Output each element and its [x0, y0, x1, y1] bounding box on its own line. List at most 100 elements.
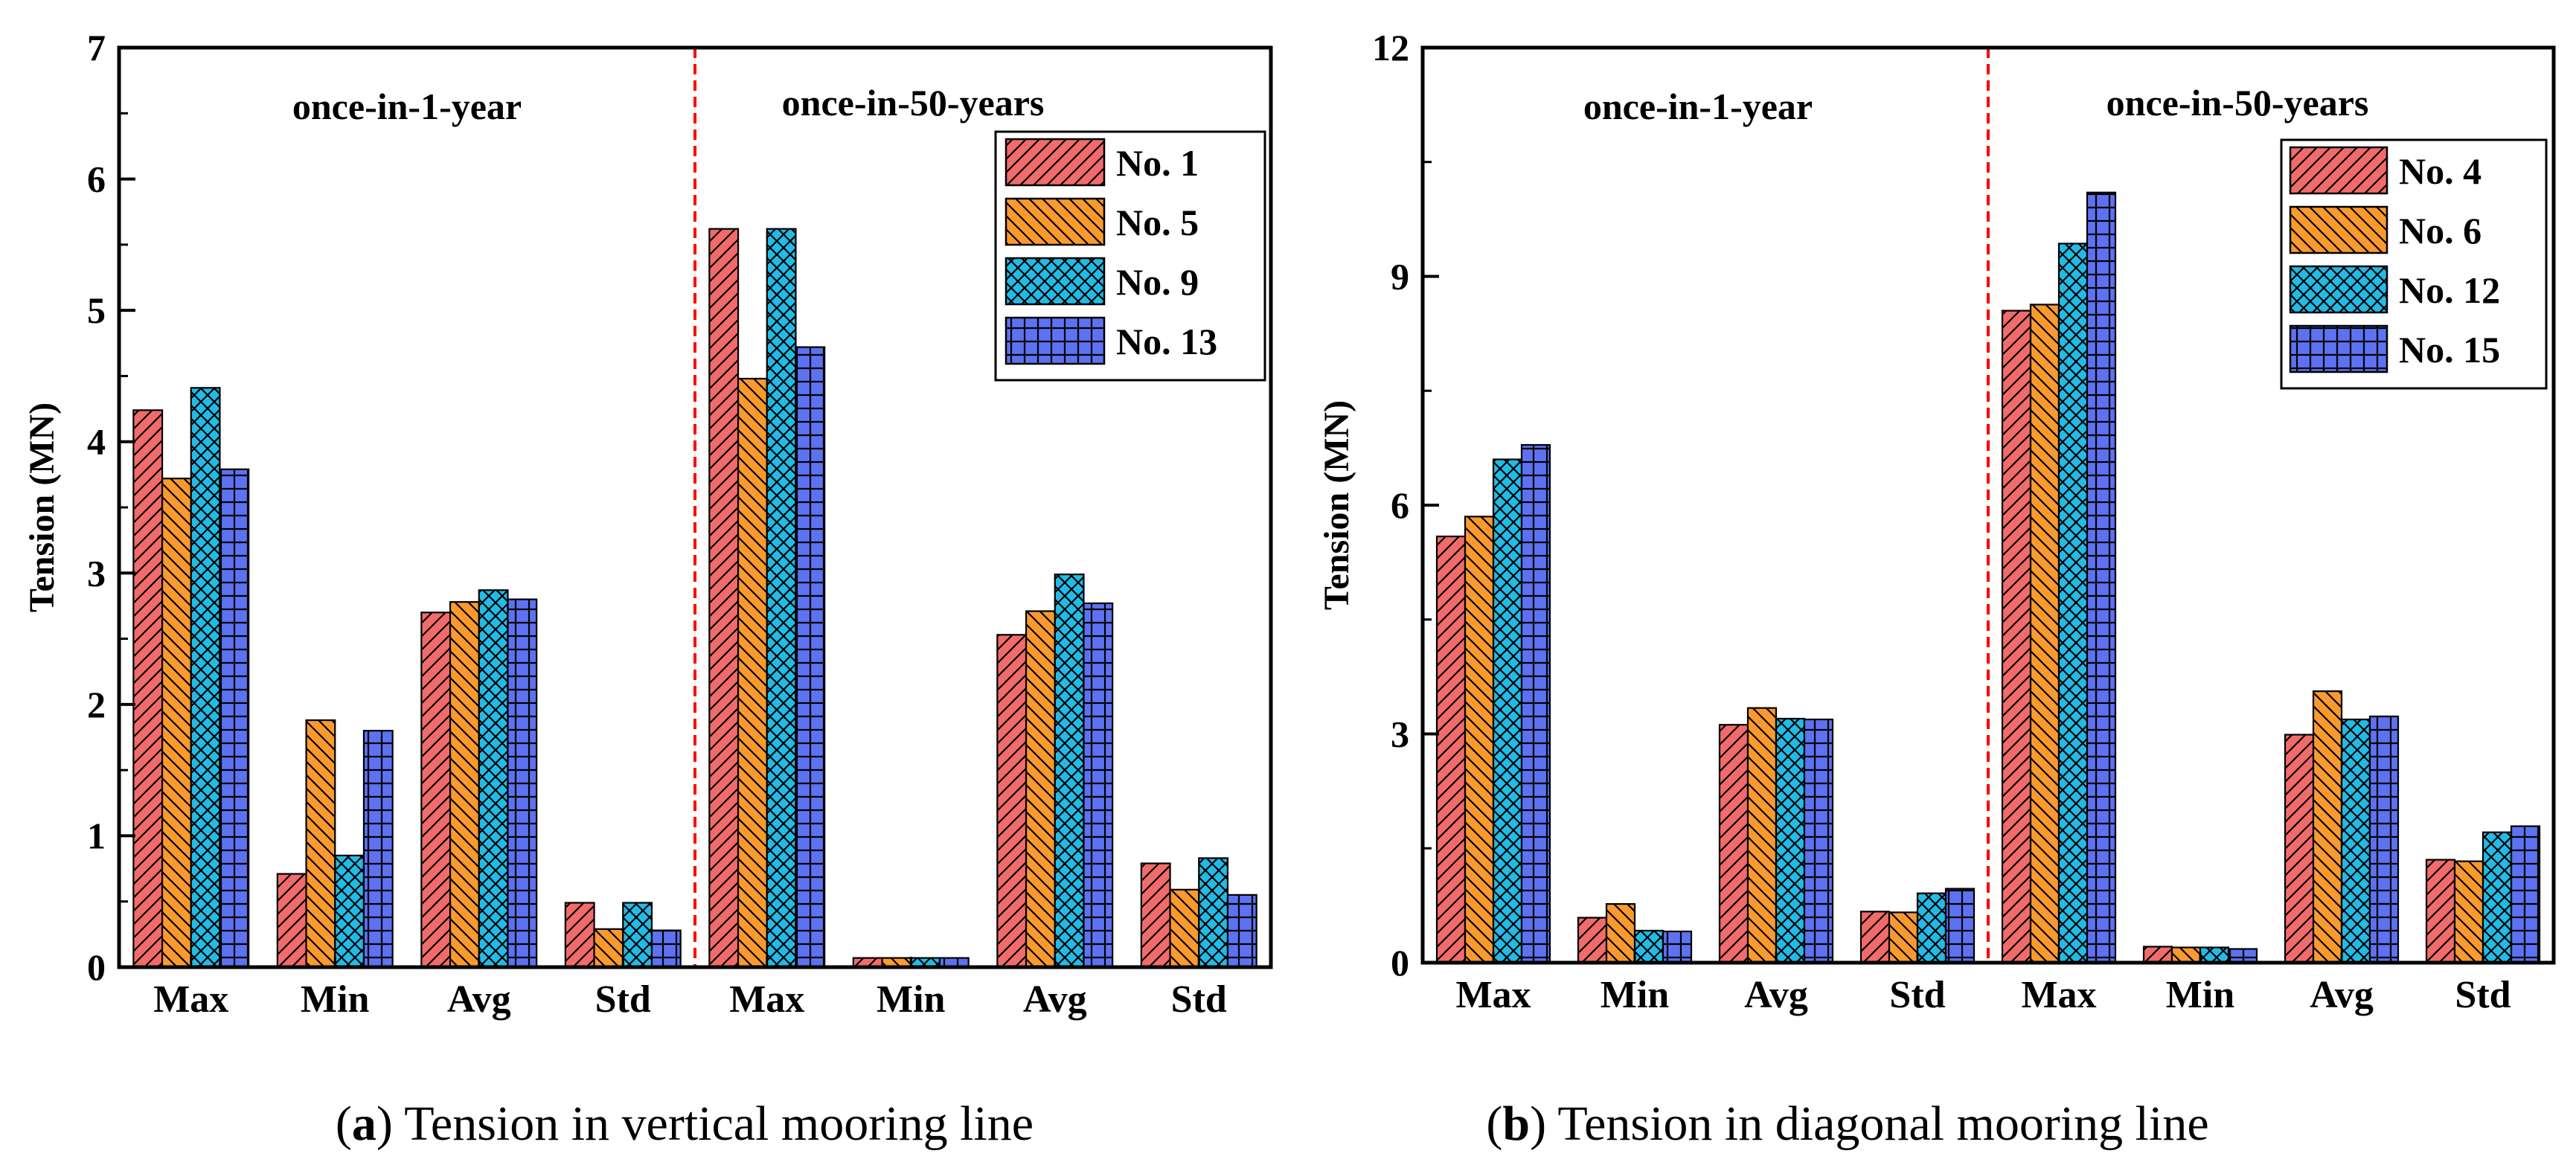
bar-no-13-min	[362, 730, 394, 969]
bar-no-15-avg	[2368, 715, 2400, 964]
category-label: Max	[1455, 974, 1531, 1016]
bar-no-13-std	[1226, 894, 1257, 969]
bar-no-9-max	[766, 228, 797, 969]
y-tick-label: 3	[1391, 713, 1409, 755]
y-tick-label: 6	[87, 158, 106, 200]
bar-no-9-min	[334, 854, 365, 969]
y-tick-label: 0	[1391, 942, 1409, 984]
bar-no-9-std	[1198, 857, 1229, 969]
chart-b-group-title-1: once-in-1-year	[1583, 86, 1813, 127]
y-tick-label: 6	[1391, 484, 1409, 526]
legend-swatch	[1005, 138, 1106, 187]
bar-no-1-avg	[420, 612, 452, 969]
legend-label: No. 13	[1116, 321, 1217, 362]
chart-a-plot-frame	[117, 45, 1273, 969]
bar-no-12-avg	[2340, 718, 2371, 964]
category-label: Avg	[447, 978, 511, 1021]
bar-no-13-std	[650, 929, 682, 969]
bar-no-13-max	[219, 468, 250, 969]
bar-no-13-avg	[507, 598, 538, 969]
y-tick-label: 7	[87, 27, 106, 68]
bar-no-4-max	[2001, 309, 2032, 964]
category-label: Avg	[1744, 974, 1808, 1016]
bar-no-6-max	[2029, 304, 2060, 964]
bar-no-6-min	[2170, 946, 2202, 964]
bar-no-12-max	[2057, 243, 2089, 964]
legend-label: No. 9	[1116, 261, 1199, 303]
bar-no-9-avg	[1054, 573, 1085, 969]
bar-no-9-avg	[478, 589, 509, 969]
bar-no-12-max	[1492, 458, 1523, 964]
category-label: Std	[2455, 974, 2511, 1016]
chart-b-bars	[1435, 191, 2541, 964]
caption-a-letter: a	[352, 1097, 377, 1151]
bar-no-5-min	[305, 719, 336, 969]
chart-b-plot-frame	[1420, 45, 2556, 965]
bar-no-6-avg	[1746, 707, 1778, 964]
legend-swatch	[1005, 197, 1106, 246]
chart-a-group-title-1: once-in-1-year	[292, 86, 522, 127]
legend-swatch	[1005, 257, 1106, 306]
chart-a-y-ticks: 0 1 2 3 4 5 6 7	[87, 27, 1200, 988]
category-label: Avg	[2310, 974, 2374, 1016]
y-tick-label: 5	[87, 289, 106, 331]
category-label: Min	[301, 978, 370, 1021]
bar-no-12-min	[2199, 946, 2230, 964]
caption-b-text: Tension in diagonal mooring line	[1546, 1097, 2209, 1151]
legend-label: No. 4	[2399, 150, 2482, 192]
bar-no-4-std	[1859, 911, 1891, 964]
bar-no-6-std	[2453, 860, 2484, 964]
bar-no-15-std	[1944, 888, 1976, 964]
legend-swatch	[1005, 316, 1106, 365]
bar-no-6-max	[1464, 516, 1495, 964]
bar-no-4-max	[1435, 535, 1467, 964]
chart-a-category-labels: Max Min Avg Std Max Min Avg Std	[153, 978, 1227, 1021]
bar-no-5-avg	[449, 601, 480, 969]
bar-no-4-min	[2142, 946, 2173, 964]
chart-b-legend: No. 4 No. 6 No. 12 No. 15	[2280, 138, 2548, 390]
category-label: Min	[2166, 974, 2235, 1016]
legend-label: No. 6	[2399, 210, 2482, 251]
caption-b: (b) Tension in diagonal mooring line	[1486, 1097, 2208, 1151]
chart-a-y-axis-title: Tension (MN)	[22, 402, 62, 612]
bar-no-1-avg	[996, 634, 1028, 969]
chart-b-category-labels: Max Min Avg Std Max Min Avg Std	[1455, 974, 2511, 1016]
bar-no-1-std	[564, 902, 595, 969]
bar-no-1-std	[1140, 862, 1171, 969]
category-label: Max	[729, 978, 804, 1021]
caption-b-letter: b	[1502, 1097, 1530, 1151]
chart-a-legend: No. 1 No. 5 No. 9 No. 13	[994, 130, 1266, 382]
category-label: Std	[1889, 974, 1945, 1016]
legend-label: No. 15	[2399, 329, 2500, 370]
y-tick-label: 1	[87, 815, 106, 856]
category-label: Min	[1601, 974, 1670, 1016]
bar-no-1-max	[132, 409, 164, 969]
bar-no-1-min	[276, 873, 307, 969]
category-label: Avg	[1023, 978, 1087, 1021]
caption-a-text: Tension in vertical mooring line	[393, 1097, 1034, 1151]
bar-no-5-std	[1169, 888, 1200, 969]
bar-no-15-min	[1662, 930, 1693, 964]
chart-b-diagonal-mooring: 0 3 6 9 12 Max Min Avg Std Max Min Avg Std once-in-…	[1317, 27, 2556, 1016]
legend-label: No. 5	[1116, 202, 1199, 243]
bar-no-5-max	[737, 377, 768, 969]
bar-no-4-min	[1577, 917, 1608, 964]
bar-no-13-avg	[1083, 602, 1114, 969]
bar-no-5-max	[161, 478, 192, 969]
category-label: Min	[877, 978, 946, 1021]
bar-no-6-min	[1605, 902, 1636, 964]
bar-no-1-max	[708, 228, 740, 969]
chart-a-vertical-mooring: 0 1 2 3 4 5 6 7 Max Min Avg Std Max Min Avg Std once-i…	[22, 27, 1273, 1021]
bar-no-4-avg	[1718, 724, 1749, 964]
category-label: Std	[1171, 978, 1227, 1021]
y-tick-label: 4	[87, 421, 106, 463]
chart-b-y-axis-title: Tension (MN)	[1317, 400, 1356, 610]
chart-b-y-ticks: 0 3 6 9 12	[1372, 27, 2484, 984]
bar-no-15-std	[2510, 825, 2541, 964]
legend-swatch	[2289, 146, 2388, 195]
category-label: Max	[2021, 974, 2096, 1016]
y-tick-label: 0	[87, 946, 106, 988]
legend-label: No. 12	[2399, 269, 2500, 311]
y-tick-label: 9	[1391, 256, 1409, 298]
